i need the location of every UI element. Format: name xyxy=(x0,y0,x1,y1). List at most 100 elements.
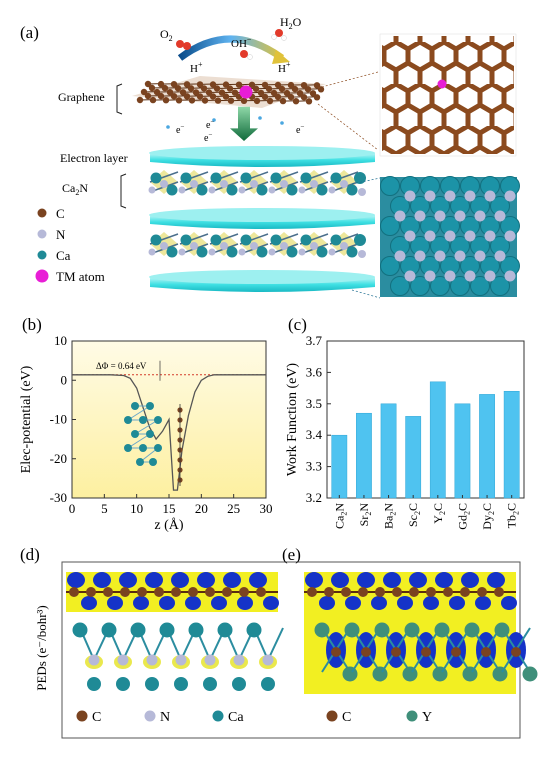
y-tick-label-b--30: -30 xyxy=(50,490,67,505)
legend-a-label-3: TM atom xyxy=(56,269,105,284)
x-tick-label-c-DyC: Dy2C xyxy=(480,503,496,530)
panel-b-label: (b) xyxy=(22,315,42,334)
o2-molecule xyxy=(176,40,191,50)
legend-d-label-0: C xyxy=(92,710,101,725)
svg-text:e−: e− xyxy=(296,123,304,136)
h2o-label: H2O xyxy=(280,15,302,31)
o2-label: O2 xyxy=(160,27,173,43)
x-tick-label-c-GdC: Gd2C xyxy=(455,503,471,530)
legend-a-label-2: Ca xyxy=(56,248,71,263)
legend-e-swatch-1 xyxy=(407,711,418,722)
x-tick-label-b-25: 25 xyxy=(227,501,240,516)
x-tick-label-c-BaN: Ba2N xyxy=(382,503,398,529)
ca2n-layer-1 xyxy=(149,170,367,196)
legend-e-swatch-0 xyxy=(327,711,338,722)
x-tick-label-b-5: 5 xyxy=(101,501,108,516)
y-tick-label-c-3.4: 3.4 xyxy=(306,427,323,442)
electron-slab-1 xyxy=(149,146,375,167)
h-plus-left: H+ xyxy=(190,60,203,75)
legend-a-label-0: C xyxy=(56,206,65,221)
ca2n-label: Ca2N xyxy=(62,181,88,197)
panel-c: (c) 3.2 3.3 3.4 3.5 3.6 3.7 Work Function (eV)… xyxy=(285,315,524,530)
ped-e-image xyxy=(304,564,538,694)
zoom-line-bottom xyxy=(318,104,378,150)
legend-e-label-1: Y xyxy=(422,710,432,725)
legend-a-swatch-2 xyxy=(38,251,47,260)
x-tick-label-c-CaN: Ca2N xyxy=(332,503,348,529)
legend-d-swatch-2 xyxy=(213,711,224,722)
ped-axis-label: PEDs (e⁻/bohr³) xyxy=(34,605,49,691)
bar-DyC xyxy=(479,394,494,498)
y-axis-label-c: Work Function (eV) xyxy=(285,363,300,477)
ca2n-bracket xyxy=(121,174,126,208)
graphene-sheet xyxy=(132,76,326,108)
y-tick-label-b-10: 10 xyxy=(54,333,67,348)
panel-a: (a) O2 OH− H2O H+ H+ Graphene xyxy=(20,15,520,298)
bar-GdC xyxy=(455,404,470,498)
panel-e-label: (e) xyxy=(282,545,301,564)
delta-phi-annotation: ΔΦ = 0.64 eV xyxy=(96,361,147,371)
graphene-bracket xyxy=(117,84,122,114)
x-tick-label-b-10: 10 xyxy=(130,501,143,516)
tm-atom xyxy=(240,86,253,99)
x-tick-label-c-YC: Y2C xyxy=(431,503,447,524)
x-tick-label-b-0: 0 xyxy=(69,501,76,516)
legend-d-label-1: N xyxy=(160,710,170,725)
y-tick-label-b--20: -20 xyxy=(50,451,67,466)
legend-d-label-2: Ca xyxy=(228,710,244,725)
panel-d-label: (d) xyxy=(20,545,40,564)
ca2n-zoom xyxy=(380,177,520,298)
y-tick-label-c-3.7: 3.7 xyxy=(306,333,323,348)
electron-slab-3 xyxy=(149,270,375,292)
y-tick-label-b-0: 0 xyxy=(61,372,68,387)
bar-BaN xyxy=(381,404,396,498)
svg-text:e−: e− xyxy=(176,123,184,136)
y-tick-label-c-3.3: 3.3 xyxy=(306,459,322,474)
bar-YC xyxy=(430,382,445,498)
panel-b: (b) 0 5 10 15 20 25 30 10 0 -10 -20 -30 z (Å) Elec-po… xyxy=(19,315,273,533)
zoom-line-ca-bottom xyxy=(352,290,380,298)
legend-d: C N Ca xyxy=(77,710,245,725)
h-plus-right: H+ xyxy=(278,60,291,75)
electron-slab-2 xyxy=(149,208,375,229)
h2o-molecule xyxy=(272,29,287,41)
panel-c-label: (c) xyxy=(288,315,307,334)
bar-ScC xyxy=(406,416,421,498)
oh-molecule xyxy=(240,50,253,60)
x-tick-label-c-SrN: Sr2N xyxy=(357,503,373,527)
bar-CaN xyxy=(332,435,347,498)
graphene-label: Graphene xyxy=(58,90,105,104)
x-axis-label-b: z (Å) xyxy=(154,517,183,533)
electron-layer-label: Electron layer xyxy=(60,151,128,165)
y-tick-label-c-3.6: 3.6 xyxy=(306,364,323,379)
y-tick-label-c-3.2: 3.2 xyxy=(306,490,322,505)
x-tick-label-b-15: 15 xyxy=(163,501,176,516)
panel-a-label: (a) xyxy=(20,23,39,42)
y-axis-label-b: Elec-potential (eV) xyxy=(19,365,34,473)
x-tick-label-c-TbC: Tb2C xyxy=(505,503,521,528)
x-tick-label-b-30: 30 xyxy=(260,501,273,516)
legend-d-swatch-0 xyxy=(77,711,88,722)
y-tick-label-c-3.5: 3.5 xyxy=(306,396,322,411)
legend-d-swatch-1 xyxy=(145,711,156,722)
ped-d-image xyxy=(66,564,283,694)
tm-atom-zoom xyxy=(438,80,447,89)
graphene-zoom xyxy=(380,34,516,156)
ca2n-layer-2 xyxy=(149,232,367,258)
legend-e-label-0: C xyxy=(342,710,351,725)
legend-a-swatch-1 xyxy=(38,230,47,239)
x-tick-label-c-ScC: Sc2C xyxy=(406,503,422,527)
y-tick-label-b--10: -10 xyxy=(50,412,67,427)
legend-a-swatch-3 xyxy=(36,270,49,283)
zoom-line-top xyxy=(318,72,378,88)
electron-flow-arrow xyxy=(230,107,258,141)
x-tick-label-b-20: 20 xyxy=(195,501,208,516)
bar-SrN xyxy=(356,413,371,498)
work-function-chart: 3.2 3.3 3.4 3.5 3.6 3.7 Work Function (eV) Ca2N… xyxy=(285,333,524,530)
oh-label: OH− xyxy=(231,35,252,50)
bar-TbC xyxy=(504,391,519,498)
